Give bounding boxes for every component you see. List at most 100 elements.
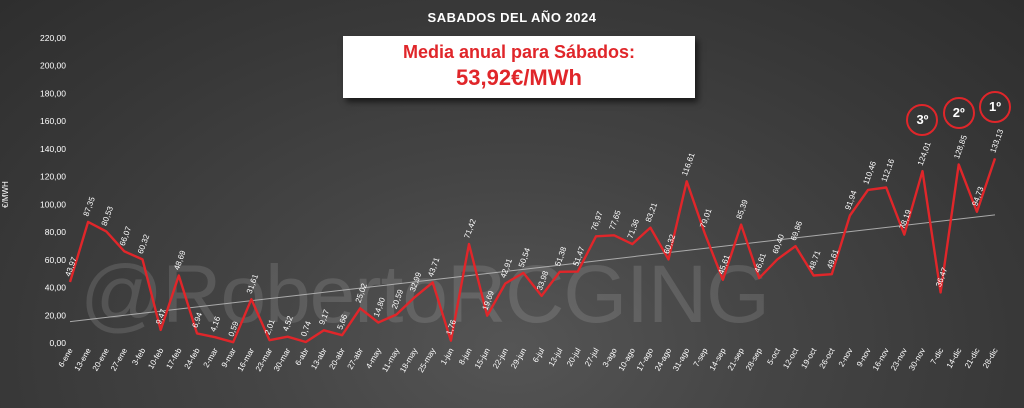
x-tick-label: 5-oct: [765, 346, 782, 367]
x-tick-label: 9-nov: [855, 347, 873, 369]
series-line: [68, 158, 997, 344]
x-tick-label: 3-feb: [130, 346, 147, 367]
data-label: 124,01: [916, 140, 933, 167]
data-label: 83,21: [644, 201, 659, 223]
x-tick-label: 27-jul: [583, 346, 601, 368]
data-label: 133,13: [988, 128, 1005, 155]
x-tick-label: 28-sep: [744, 346, 764, 372]
x-tick-label: 20-jul: [565, 346, 583, 368]
x-tick-label: 7-dic: [929, 347, 945, 367]
x-tick-label: 26-oct: [818, 346, 837, 370]
x-tick-label: 30-nov: [907, 347, 927, 373]
data-label: 50,54: [517, 246, 532, 268]
x-tick-label: 17-feb: [164, 346, 183, 371]
x-tick-label: 13-abr: [309, 346, 329, 371]
x-tick-label: 27-ene: [109, 346, 130, 373]
y-tick-label: 160,00: [40, 116, 66, 126]
y-tick-label: 0,00: [49, 338, 66, 348]
data-label: 110,46: [861, 160, 878, 186]
data-label: 112,16: [880, 157, 897, 183]
data-label: 78,19: [898, 208, 913, 230]
x-tick-label: 9-mar: [220, 346, 238, 369]
data-label: 45,61: [716, 253, 731, 275]
x-tick-label: 27-abr: [346, 346, 366, 371]
data-label: 32,99: [408, 271, 423, 293]
data-label: 71,42: [462, 217, 477, 239]
data-label: 4,16: [209, 315, 223, 333]
data-label: 49,61: [825, 247, 840, 269]
x-tick-label: 2-mar: [202, 346, 220, 369]
data-label: 85,39: [735, 198, 750, 220]
data-label: 79,01: [698, 207, 713, 229]
x-tick-label: 21-dic: [963, 347, 982, 370]
data-label: 2,01: [263, 318, 277, 336]
data-label: 48,69: [172, 249, 187, 271]
x-tick-label: 3-ago: [601, 346, 619, 369]
y-tick-label: 20,00: [45, 310, 67, 320]
x-tick-label: 31-ago: [671, 346, 692, 373]
data-label: 1,76: [444, 318, 458, 336]
x-tick-label: 30-mar: [272, 346, 293, 373]
x-tick-label: 29-jun: [509, 347, 528, 371]
y-tick-label: 60,00: [45, 255, 67, 265]
rank-badge: 1º: [979, 91, 1011, 124]
x-tick-label: 15-jun: [473, 347, 492, 371]
rank-badge: 3º: [906, 104, 939, 137]
trend-line: [69, 214, 996, 323]
x-tick-label: 10-feb: [146, 346, 165, 371]
y-tick-label: 140,00: [40, 144, 66, 154]
data-label: 0,74: [299, 319, 313, 337]
callout-line2: 53,92€/MWh: [456, 65, 582, 90]
y-tick-label: 100,00: [40, 199, 66, 209]
data-label: 94,73: [970, 185, 985, 207]
data-label: 60,32: [136, 233, 151, 255]
x-tick-label: 20-abr: [327, 346, 347, 371]
data-label: 80,53: [100, 205, 115, 227]
data-label: 48,71: [807, 249, 822, 271]
y-tick-label: 120,00: [40, 172, 66, 182]
y-tick-label: 220,00: [40, 33, 66, 43]
data-label: 60,40: [771, 233, 786, 255]
data-label: 87,35: [82, 195, 97, 217]
rank-badge: 2º: [942, 97, 975, 130]
data-label: 76,97: [589, 210, 604, 232]
x-tick-label: 8-jun: [457, 347, 474, 367]
y-tick-label: 40,00: [45, 283, 67, 293]
x-tick-label: 13-jul: [547, 346, 565, 368]
data-label: 71,36: [626, 217, 641, 239]
data-label: 77,65: [608, 209, 623, 231]
x-tick-label: 2-nov: [837, 347, 855, 369]
y-axis-label: €/MWH: [0, 181, 10, 208]
x-tick-label: 19-oct: [799, 346, 818, 370]
y-tick-label: 80,00: [45, 227, 67, 237]
data-label: 128,85: [952, 133, 969, 160]
x-tick-label: 16-nov: [871, 347, 891, 373]
x-tick-label: 6-ene: [57, 346, 75, 369]
x-tick-label: 24-feb: [183, 346, 202, 371]
data-label: 43,71: [426, 256, 441, 278]
data-label: 4,52: [281, 314, 295, 332]
x-tick-label: 4-may: [364, 347, 383, 371]
callout-line1: Media anual para Sábados:: [402, 42, 636, 62]
x-tick-label: 6-abr: [293, 346, 310, 367]
x-tick-label: 6-jul: [531, 346, 546, 364]
data-label: 66,07: [118, 225, 133, 247]
data-label: 116,61: [680, 151, 697, 177]
chart-title: SABADOS DEL AÑO 2024: [427, 10, 597, 25]
annual-average-callout: Media anual para Sábados: 53,92€/MWh: [343, 36, 695, 98]
x-tick-label: 28-dic: [981, 347, 1000, 370]
x-tick-label: 7-sep: [692, 346, 710, 368]
data-label: 69,86: [789, 219, 804, 241]
x-tick-label: 22-jun: [491, 347, 510, 371]
y-tick-label: 200,00: [40, 61, 66, 71]
data-label: 19,69: [481, 289, 496, 311]
x-tick-label: 1-jun: [439, 347, 456, 367]
data-label: 9,17: [317, 308, 331, 326]
data-label: 25,02: [354, 282, 369, 304]
data-label: 6,94: [190, 311, 204, 329]
data-label: 31,61: [245, 272, 260, 294]
x-tick-label: 12-oct: [781, 346, 800, 370]
data-label: 14,80: [372, 296, 387, 318]
